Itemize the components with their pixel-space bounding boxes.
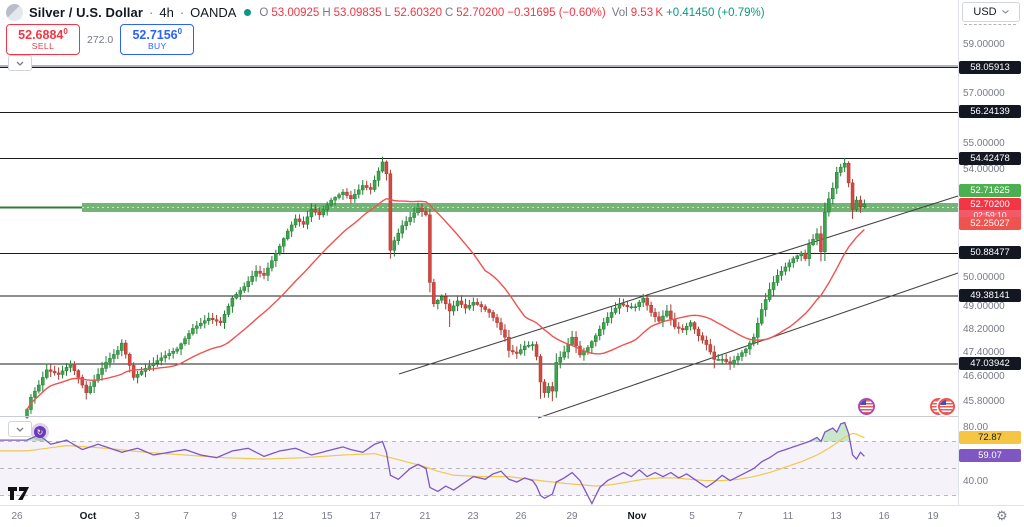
last-price-label: 52.70200 02:59:10 xyxy=(959,197,1021,221)
rsi-tick-label: 40.00 xyxy=(963,476,989,487)
gear-icon[interactable]: ⚙ xyxy=(996,508,1008,523)
price-tick-label: 57.00000 xyxy=(963,87,1005,99)
price-tick-label: 50.00000 xyxy=(963,272,1005,284)
low-value: 52.60320 xyxy=(394,6,442,19)
close-value: 52.70200 xyxy=(456,6,505,19)
support-band[interactable] xyxy=(82,203,958,212)
rsi-overbought-fill xyxy=(821,422,851,442)
time-label: Oct xyxy=(79,511,97,522)
time-axis[interactable]: 26 Oct 3 7 9 12 15 17 21 23 26 29 Nov 5 7 11 13 16 19 xyxy=(0,506,1024,527)
time-label: 3 xyxy=(134,511,140,522)
cycle-arrow-icon: ↻ xyxy=(34,426,46,438)
symbol-title[interactable]: Silver / U.S. Dollar xyxy=(29,5,143,20)
exchange-label[interactable]: OANDA xyxy=(190,5,237,20)
indicator-event-marker[interactable]: ↻ xyxy=(31,423,49,441)
time-label: 9 xyxy=(231,511,237,522)
trendline[interactable] xyxy=(398,195,959,375)
time-label: Nov xyxy=(627,511,647,522)
trendline[interactable] xyxy=(537,272,959,419)
time-label: 7 xyxy=(183,511,189,522)
time-label: 26 xyxy=(11,511,23,522)
market-open-icon[interactable] xyxy=(244,9,252,16)
level-price-label: 50.88477 xyxy=(959,246,1021,260)
rsi-pane-collapse-button[interactable] xyxy=(8,421,32,437)
axis-divider xyxy=(964,24,1016,25)
price-axis[interactable]: 59.00000 57.00000 55.00000 54.00000 50.00000… xyxy=(959,0,1024,505)
time-label: 21 xyxy=(419,511,431,522)
chevron-down-icon xyxy=(1001,10,1009,14)
rsi-band xyxy=(0,441,958,496)
price-tick-label: 55.00000 xyxy=(963,137,1005,149)
us-flag-icon xyxy=(860,400,873,413)
time-label: 15 xyxy=(321,511,333,522)
level-price-label: 56.24139 xyxy=(959,105,1021,119)
buy-button[interactable]: 52.71560 BUY xyxy=(120,24,195,55)
price-tick-label: 46.60000 xyxy=(963,371,1005,383)
moving-average-line[interactable] xyxy=(26,197,865,410)
time-label: 5 xyxy=(689,511,695,522)
time-label: 7 xyxy=(737,511,743,522)
time-label: 12 xyxy=(272,511,284,522)
instrument-logo xyxy=(6,4,23,21)
us-flag-icon xyxy=(940,400,953,413)
volume-change: +0.41450 (+0.79%) xyxy=(666,6,765,19)
price-tick-label: 47.40000 xyxy=(963,347,1005,359)
open-value: 53.00925 xyxy=(271,6,320,19)
spread-value: 272.0 xyxy=(87,33,114,46)
time-label: 11 xyxy=(782,511,794,522)
volume-readout: Vol 9.53 K +0.41450 (+0.79%) xyxy=(611,6,765,19)
timeframe-label[interactable]: 4h xyxy=(159,5,174,20)
candles[interactable] xyxy=(25,156,867,419)
time-label: 19 xyxy=(927,511,939,522)
time-label: 13 xyxy=(830,511,842,522)
currency-selector[interactable]: USD xyxy=(962,2,1020,22)
tradingview-logo[interactable] xyxy=(8,486,32,501)
rsi-line[interactable] xyxy=(0,421,865,506)
time-label: 17 xyxy=(369,511,381,522)
change-value: −0.31695 (−0.60%) xyxy=(507,6,606,19)
time-label: 23 xyxy=(467,511,479,522)
time-label: 26 xyxy=(515,511,527,522)
price-tick-label: 54.00000 xyxy=(963,163,1005,175)
symbol-header: Silver / U.S. Dollar · 4h · OANDA O 53.00… xyxy=(6,3,769,22)
ohlc-readout: O 53.00925 H 53.09835 L 52.60320 C 52.70200 … xyxy=(259,6,606,19)
rsi-value-label: 59.07 xyxy=(959,449,1021,463)
rsi-tick-label: 80.00 xyxy=(963,422,989,433)
time-axis-separator xyxy=(0,505,1024,506)
level-price-label: 47.03942 xyxy=(959,357,1021,371)
pane-separator-top[interactable] xyxy=(0,65,958,67)
rsi-ma-value-label: 72.87 xyxy=(959,430,1021,444)
countdown-timer: 02:59:10 xyxy=(959,209,1021,220)
ma-price-label: 52.25027 xyxy=(959,216,1021,230)
time-label: 16 xyxy=(878,511,890,522)
sell-button[interactable]: 52.68840 SELL xyxy=(6,24,80,55)
main-pane-collapse-button[interactable] xyxy=(8,55,32,71)
price-tick-label: 59.00000 xyxy=(963,39,1005,50)
band-price-label: 52.71625 xyxy=(959,183,1021,197)
price-tick-label: 49.00000 xyxy=(963,300,1005,312)
time-label: 29 xyxy=(566,511,578,522)
chevron-down-icon xyxy=(16,427,24,432)
pane-separator-rsi[interactable] xyxy=(0,416,958,417)
price-axis-separator xyxy=(958,0,959,527)
high-value: 53.09835 xyxy=(333,6,382,19)
level-price-label: 58.05913 xyxy=(959,60,1021,74)
price-tick-label: 45.80000 xyxy=(963,395,1005,407)
level-price-label: 54.42478 xyxy=(959,151,1021,165)
chevron-down-icon xyxy=(16,61,24,66)
volume-value: 9.53 K xyxy=(630,6,664,19)
economic-event-flag-group[interactable] xyxy=(930,399,958,416)
price-tick-label: 48.20000 xyxy=(963,323,1005,335)
order-panel: 52.68840 SELL 272.0 52.71560 BUY xyxy=(6,24,195,55)
economic-event-flag-us[interactable] xyxy=(858,399,878,416)
level-price-label: 49.38141 xyxy=(959,288,1021,302)
